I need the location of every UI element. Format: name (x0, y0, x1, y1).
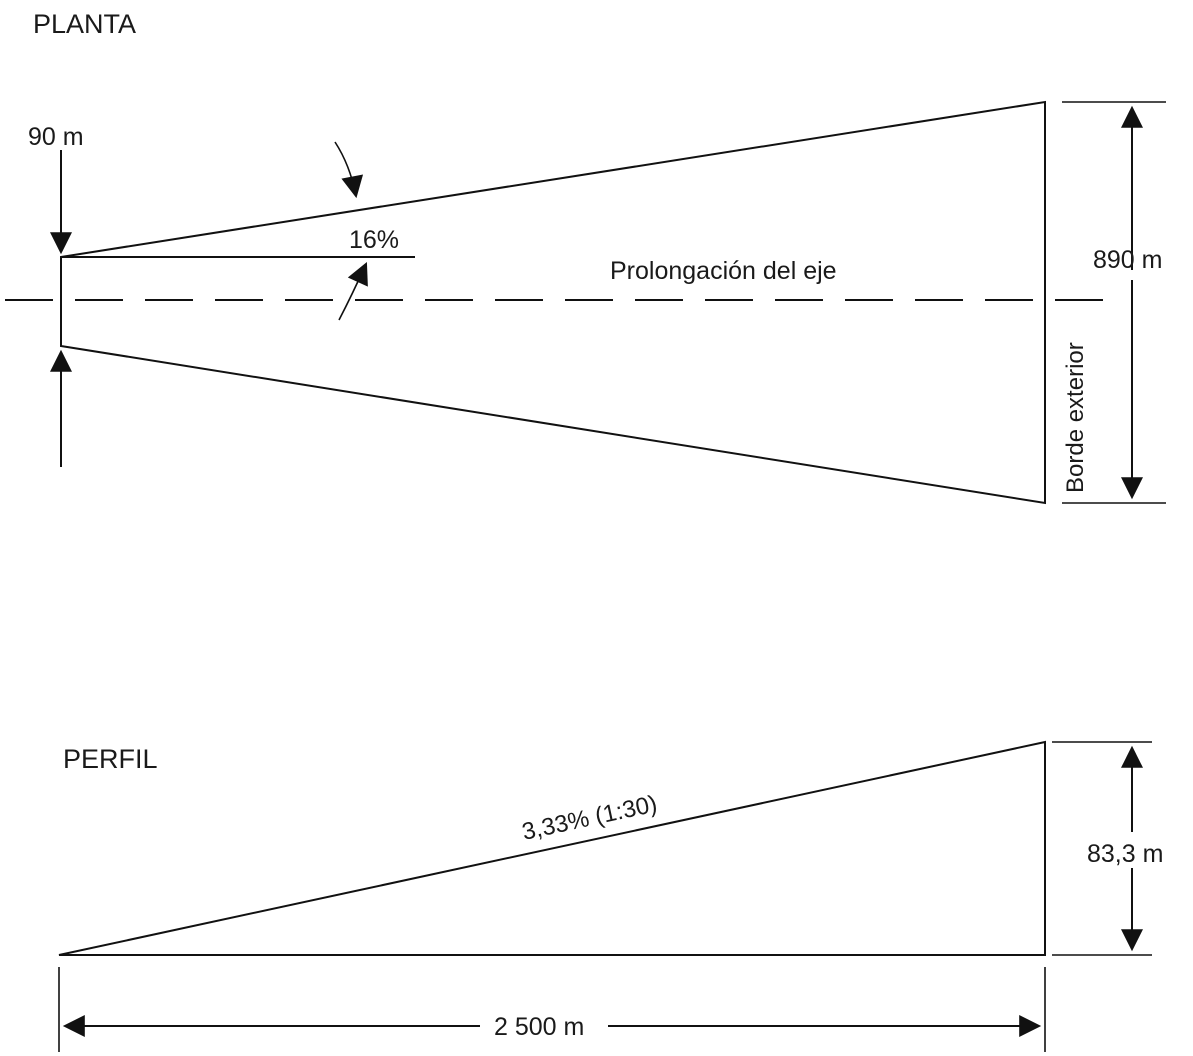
slope-arrow-upper (334, 141, 364, 199)
outer-width-label: 890 m (1093, 246, 1162, 274)
height-label: 83,3 m (1087, 840, 1163, 868)
plan-slope-label: 16% (349, 226, 399, 254)
profile-view: PERFIL 3,33% (1:30) 83,3 m 2 500 m (58, 740, 1163, 1052)
plan-title: PLANTA (33, 9, 136, 39)
plan-view: PLANTA 90 m 16% Prolongación del eje 890… (5, 9, 1166, 505)
profile-triangle (58, 740, 1046, 956)
profile-title: PERFIL (63, 744, 158, 774)
length-label: 2 500 m (494, 1013, 584, 1041)
slope-arrow-lower (338, 261, 368, 321)
plan-trapezoid (60, 100, 1046, 505)
outer-edge-label: Borde exterior (1062, 342, 1089, 493)
axis-label: Prolongación del eje (610, 257, 837, 285)
inner-width-label: 90 m (28, 123, 84, 151)
profile-slope-label: 3,33% (1:30) (520, 790, 660, 845)
